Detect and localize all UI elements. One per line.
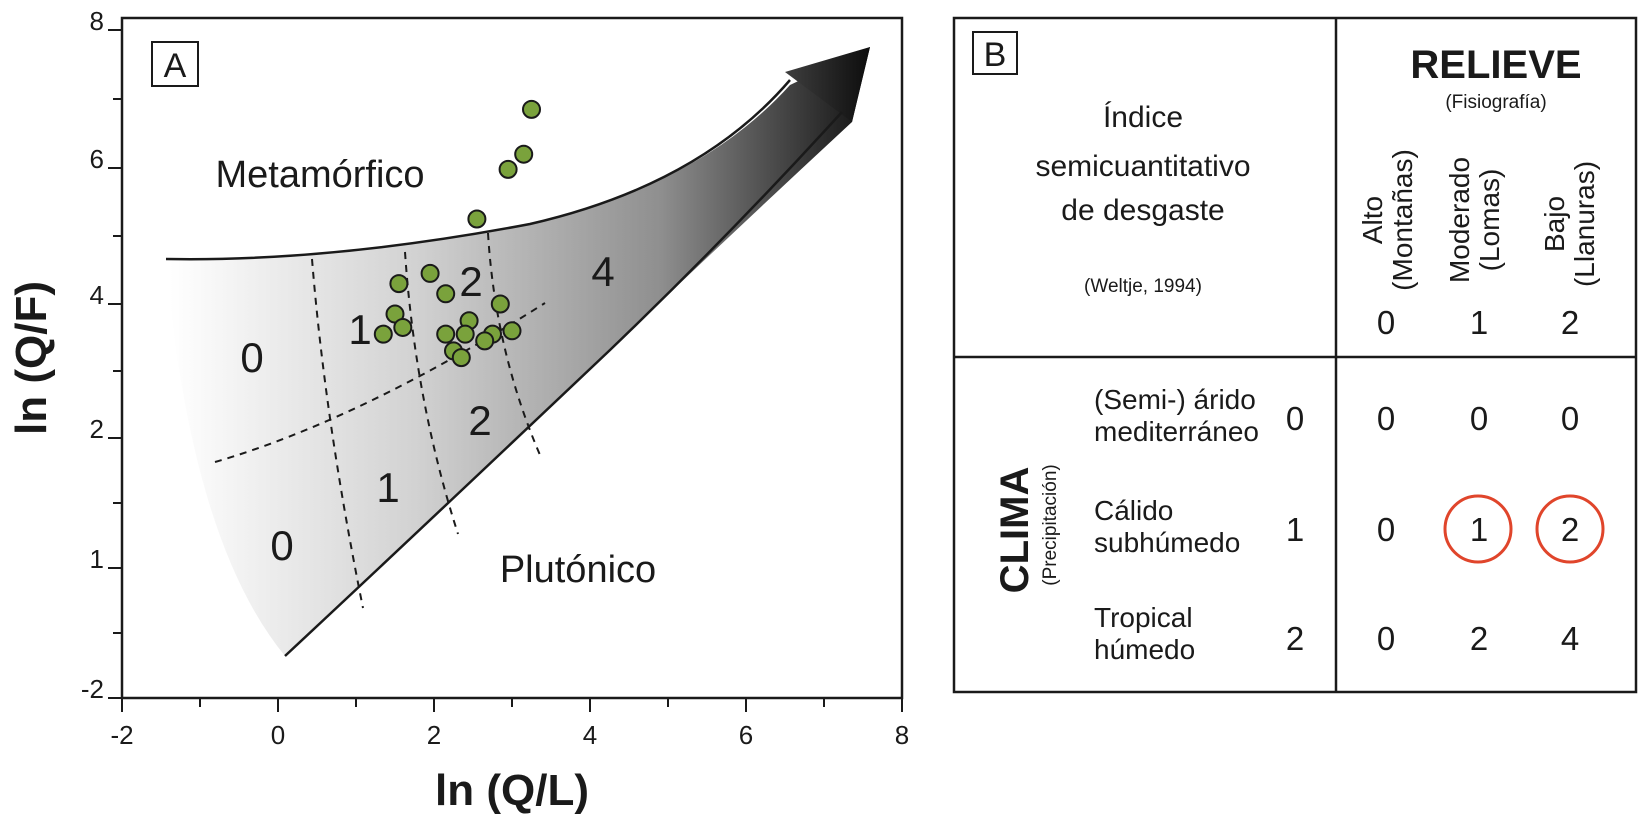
data-point bbox=[467, 209, 487, 229]
data-point bbox=[514, 144, 534, 164]
x-tick-label: 6 bbox=[739, 720, 753, 750]
climate-title: CLIMA bbox=[993, 467, 1037, 594]
table-frame bbox=[952, 16, 1638, 694]
data-point bbox=[451, 348, 471, 368]
data-point bbox=[522, 99, 541, 119]
x-tick-label: 4 bbox=[583, 720, 597, 750]
data-point bbox=[498, 159, 518, 179]
data-point bbox=[420, 263, 440, 283]
zone-label: 0 bbox=[270, 522, 293, 569]
panel-a-label-box bbox=[151, 41, 199, 87]
relief-col-1-line-1: Alto bbox=[1357, 196, 1388, 244]
relief-col-2-line-1: Moderado bbox=[1444, 157, 1475, 283]
climate-row-1-line-2: mediterráneo bbox=[1094, 416, 1259, 447]
data-point bbox=[436, 284, 456, 304]
relief-value: 1 bbox=[1470, 304, 1488, 341]
data-point bbox=[475, 331, 495, 351]
climate-subtitle: (Precipitación) bbox=[1040, 464, 1061, 585]
highlight-circle bbox=[1443, 494, 1513, 564]
y-axis-title: ln (Q/F) bbox=[7, 281, 56, 435]
matrix-cell: 2 bbox=[1561, 511, 1579, 548]
data-point bbox=[436, 324, 456, 344]
zone-label: 1 bbox=[348, 306, 371, 353]
relief-subtitle: (Fisiografía) bbox=[1445, 92, 1546, 113]
matrix-cell: 0 bbox=[1470, 400, 1488, 437]
panel-b-label-box bbox=[972, 31, 1018, 75]
x-tick-label: -2 bbox=[110, 720, 133, 750]
climate-row-3-line-1: Tropical bbox=[1094, 602, 1193, 633]
relief-title: RELIEVE bbox=[1410, 43, 1581, 87]
matrix-cell: 4 bbox=[1561, 620, 1579, 657]
relief-value: 2 bbox=[1561, 304, 1579, 341]
plutonic-label: Plutónico bbox=[500, 549, 656, 591]
y-tick-label: 8 bbox=[90, 6, 104, 36]
panel-a: -2 0 2 4 6 8 -2 1 2 4 6 8 ln (Q/L) ln (Q… bbox=[7, 6, 909, 815]
climate-row-3-line-2: húmedo bbox=[1094, 634, 1195, 665]
dashed-line-2 bbox=[404, 251, 459, 535]
dashed-line-1 bbox=[311, 258, 364, 609]
x-axis-title: ln (Q/L) bbox=[435, 766, 589, 815]
matrix-cell: 0 bbox=[1377, 511, 1395, 548]
zone-label: 1 bbox=[376, 464, 399, 511]
zone-label: 4 bbox=[591, 248, 614, 295]
data-point bbox=[373, 324, 393, 344]
matrix-cell: 0 bbox=[1377, 620, 1395, 657]
zone-label: 2 bbox=[459, 258, 482, 305]
relief-col-1-line-2: (Montañas) bbox=[1387, 149, 1418, 291]
citation: (Weltje, 1994) bbox=[1084, 276, 1202, 297]
relief-col-3-line-1: Bajo bbox=[1539, 196, 1570, 252]
y-tick-label: -2 bbox=[81, 674, 104, 704]
data-points bbox=[373, 99, 541, 368]
index-title-line-1: Índice bbox=[1103, 101, 1183, 134]
dashed-line-3 bbox=[487, 232, 541, 456]
matrix-cell: 0 bbox=[1377, 400, 1395, 437]
climate-row-2-line-2: subhúmedo bbox=[1094, 527, 1240, 558]
trend-arrow-head bbox=[785, 47, 870, 122]
x-tick-labels: -2 0 2 4 6 8 bbox=[110, 720, 909, 750]
y-tick-labels: -2 1 2 4 6 8 bbox=[81, 6, 104, 704]
x-tick-label: 8 bbox=[895, 720, 909, 750]
panel-b: B Índice semicuantitativo de desgaste (W… bbox=[952, 16, 1638, 694]
zone-label: 0 bbox=[240, 334, 263, 381]
index-title-line-3: de desgaste bbox=[1061, 194, 1224, 227]
climate-value: 0 bbox=[1286, 400, 1304, 437]
y-tick-label: 1 bbox=[90, 544, 104, 574]
relief-col-2-line-2: (Lomas) bbox=[1474, 169, 1505, 272]
data-point bbox=[490, 294, 510, 314]
highlight-circle bbox=[1535, 494, 1605, 564]
climate-row-2-line-1: Cálido bbox=[1094, 495, 1173, 526]
y-tick-label: 4 bbox=[90, 280, 104, 310]
metamorphic-boundary bbox=[165, 79, 791, 261]
plutonic-boundary bbox=[284, 111, 843, 657]
matrix-cell: 0 bbox=[1561, 400, 1579, 437]
axis-ticks bbox=[108, 29, 903, 712]
shaded-field bbox=[166, 47, 870, 656]
index-title-line-2: semicuantitativo bbox=[1035, 150, 1250, 183]
relief-col-3-line-2: (Llanuras) bbox=[1569, 161, 1600, 287]
data-point bbox=[389, 274, 409, 294]
data-point bbox=[455, 324, 475, 344]
climate-value: 1 bbox=[1286, 511, 1304, 548]
data-point bbox=[393, 317, 413, 337]
relief-value: 0 bbox=[1377, 304, 1395, 341]
panel-a-label: A bbox=[164, 47, 187, 85]
data-point bbox=[502, 321, 522, 341]
zone-label: 2 bbox=[468, 397, 491, 444]
matrix-cell: 1 bbox=[1470, 511, 1488, 548]
y-tick-label: 2 bbox=[90, 414, 104, 444]
x-tick-label: 0 bbox=[271, 720, 285, 750]
matrix-cell: 2 bbox=[1470, 620, 1488, 657]
y-tick-label: 6 bbox=[90, 144, 104, 174]
climate-value: 2 bbox=[1286, 620, 1304, 657]
climate-row-1-line-1: (Semi-) árido bbox=[1094, 384, 1256, 415]
x-tick-label: 2 bbox=[427, 720, 441, 750]
weathering-field bbox=[165, 47, 870, 657]
panel-b-label: B bbox=[984, 36, 1007, 74]
dashed-line-4 bbox=[214, 302, 546, 463]
metamorphic-label: Metamórfico bbox=[215, 154, 424, 196]
